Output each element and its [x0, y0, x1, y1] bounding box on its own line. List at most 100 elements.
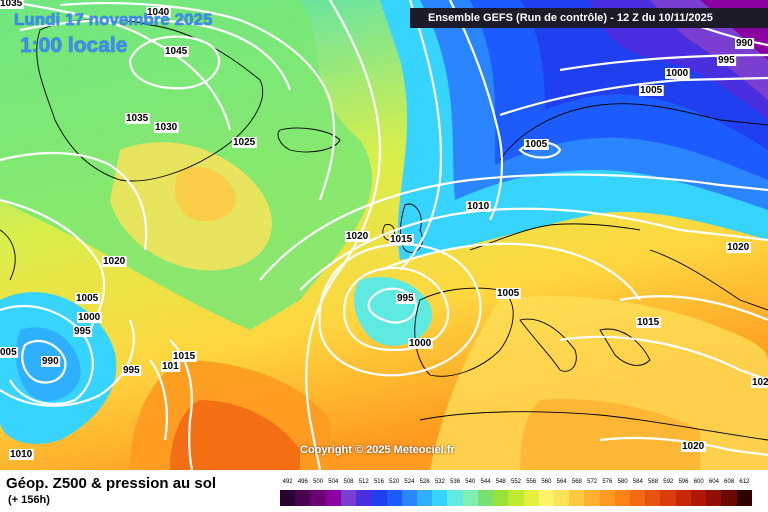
legend-label: 584	[632, 479, 643, 485]
legend-label: 504	[328, 479, 339, 485]
svg-text:1035: 1035	[126, 113, 149, 124]
svg-text:990: 990	[42, 356, 59, 367]
svg-text:995: 995	[123, 365, 140, 376]
legend-label: 536	[450, 479, 461, 485]
isobar-label: 1035	[125, 113, 150, 124]
svg-text:995: 995	[74, 326, 91, 337]
legend-swatch	[569, 490, 585, 506]
legend-swatch	[447, 490, 463, 506]
legend-swatch	[310, 490, 326, 506]
legend-swatch	[706, 490, 722, 506]
isobar-label: 1045	[164, 46, 189, 57]
svg-text:995: 995	[397, 293, 414, 304]
legend-swatch	[508, 490, 524, 506]
legend-swatches	[280, 490, 752, 506]
legend-swatch	[386, 490, 402, 506]
legend-label: 500	[313, 479, 324, 485]
isobar-label: 1005	[639, 85, 664, 96]
svg-text:1020: 1020	[346, 231, 369, 242]
svg-text:1040: 1040	[147, 7, 170, 18]
isobar-label: 1015	[389, 234, 414, 245]
legend-swatch	[538, 490, 554, 506]
legend-label: 516	[373, 479, 384, 485]
legend-label: 552	[510, 479, 521, 485]
svg-text:1005: 1005	[640, 85, 663, 96]
isobar-label: 1000	[665, 68, 690, 79]
isobar-label: 1015	[636, 317, 661, 328]
isobar-label: 995	[396, 293, 416, 304]
svg-text:1010: 1010	[10, 449, 33, 460]
isobar-label: 1005	[496, 288, 521, 299]
product-title: Géop. Z500 & pression au sol	[6, 475, 217, 492]
run-info-banner: Ensemble GEFS (Run de contrôle) - 12 Z d…	[410, 8, 768, 28]
legend-label: 528	[419, 479, 430, 485]
legend-label: 560	[541, 479, 552, 485]
weather-map: 1035 1040 1045 1035 1030 1025 1020 1005 …	[0, 0, 768, 470]
isobar-label: 1000	[77, 312, 102, 323]
legend-swatch	[584, 490, 600, 506]
bottom-bar: Géop. Z500 & pression au sol (+ 156h) 49…	[0, 470, 768, 512]
forecast-date: Lundi 17 novembre 2025	[14, 10, 213, 29]
legend-swatch	[599, 490, 615, 506]
svg-text:1035: 1035	[0, 0, 23, 9]
legend-labels: 492 496 500 504 508 512 516 520 524 528 532 536 540 5…	[280, 479, 752, 489]
svg-text:1000: 1000	[666, 68, 689, 79]
isobar-labels: 1035 1040 1045 1035 1030 1025 1020 1005 …	[0, 0, 768, 460]
isobar-label: 995	[717, 55, 737, 66]
legend-swatch	[736, 490, 752, 506]
legend-swatch	[630, 490, 646, 506]
isobar-label: 102	[751, 377, 768, 388]
svg-text:1005: 1005	[76, 293, 99, 304]
forecast-hour: (+ 156h)	[8, 494, 50, 506]
isobar-label: 1005	[75, 293, 100, 304]
svg-text:102: 102	[752, 377, 768, 388]
legend-swatch	[340, 490, 357, 506]
legend-label: 568	[571, 479, 582, 485]
legend-label: 540	[465, 479, 476, 485]
color-scale-legend: 492 496 500 504 508 512 516 520 524 528 532 536 540 5…	[280, 479, 752, 506]
legend-label: 604	[708, 479, 719, 485]
legend-label: 532	[434, 479, 445, 485]
legend-swatch	[493, 490, 509, 506]
legend-label: 508	[343, 479, 354, 485]
legend-label: 592	[663, 479, 674, 485]
svg-text:1020: 1020	[727, 242, 750, 253]
forecast-local-time: 1:00 locale	[20, 34, 128, 57]
svg-text:1015: 1015	[390, 234, 413, 245]
svg-text:1015: 1015	[173, 351, 196, 362]
svg-text:101: 101	[162, 361, 179, 372]
legend-label: 576	[602, 479, 613, 485]
isobar-label: 005	[0, 347, 19, 358]
legend-label: 520	[389, 479, 400, 485]
legend-label: 512	[358, 479, 369, 485]
legend-label: 524	[404, 479, 415, 485]
svg-text:1000: 1000	[409, 338, 432, 349]
isobar-label: 1010	[466, 201, 491, 212]
svg-text:1045: 1045	[165, 46, 188, 57]
isobar-label: 101	[161, 361, 181, 372]
isobar-label: 1020	[345, 231, 370, 242]
legend-swatch	[675, 490, 691, 506]
isobar-label: 1040	[146, 7, 171, 18]
isobar-label: 1025	[232, 137, 257, 148]
isobar-label: 1010	[9, 449, 34, 460]
isobar-label: 1015	[172, 351, 197, 362]
isobar-label: 990	[41, 356, 61, 367]
legend-swatch	[721, 490, 737, 506]
legend-label: 548	[495, 479, 506, 485]
isobar-label: 1005	[524, 139, 549, 150]
legend-swatch	[432, 490, 448, 506]
legend-label: 608	[724, 479, 735, 485]
svg-text:1030: 1030	[155, 122, 178, 133]
legend-label: 556	[526, 479, 537, 485]
legend-label: 572	[587, 479, 598, 485]
legend-swatch	[462, 490, 478, 506]
legend-label: 588	[648, 479, 659, 485]
svg-text:1010: 1010	[467, 201, 490, 212]
isobar-label: 990	[735, 38, 755, 49]
svg-text:1005: 1005	[525, 139, 548, 150]
legend-label: 544	[480, 479, 491, 485]
legend-swatch	[523, 490, 539, 506]
svg-text:1000: 1000	[78, 312, 101, 323]
legend-swatch	[645, 490, 661, 506]
